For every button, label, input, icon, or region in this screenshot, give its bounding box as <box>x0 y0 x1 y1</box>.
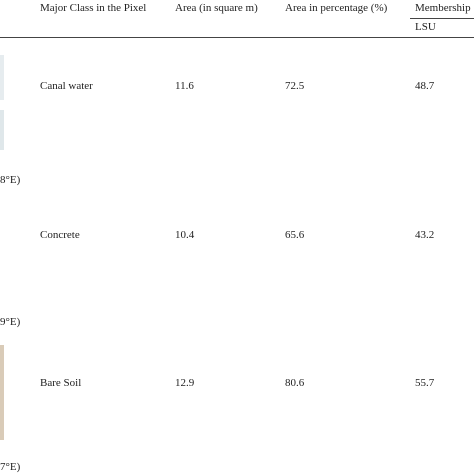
value-cell: 43.2 <box>415 229 435 241</box>
header-cell: Major Class in the Pixel <box>40 2 147 14</box>
class-cell: Concrete <box>40 229 80 241</box>
header-cell: Area (in square m) <box>175 2 258 14</box>
value-cell: 55.7 <box>415 377 435 389</box>
value-cell: 11.6 <box>175 80 194 92</box>
value-cell: 65.6 <box>285 229 305 241</box>
value-cell: 48.7 <box>415 80 435 92</box>
pixel-image <box>0 345 4 440</box>
value-cell: 10.4 <box>175 229 195 241</box>
side-label: 9°E) <box>0 316 21 328</box>
pixel-image <box>0 55 4 100</box>
value-cell: 12.9 <box>175 377 195 389</box>
value-cell: 80.6 <box>285 377 305 389</box>
class-cell: Canal water <box>40 80 93 92</box>
subheader-cell: LSU <box>415 21 436 33</box>
header-cell: Membership <box>415 2 471 14</box>
header-rule <box>410 18 474 19</box>
value-cell: 72.5 <box>285 80 305 92</box>
side-label: 8°E) <box>0 174 21 186</box>
header-cell: Area in percentage (%) <box>285 2 388 14</box>
side-label: 7°E) <box>0 461 21 473</box>
pixel-image <box>0 110 4 150</box>
class-cell: Bare Soil <box>40 377 82 389</box>
header-rule <box>0 37 474 38</box>
